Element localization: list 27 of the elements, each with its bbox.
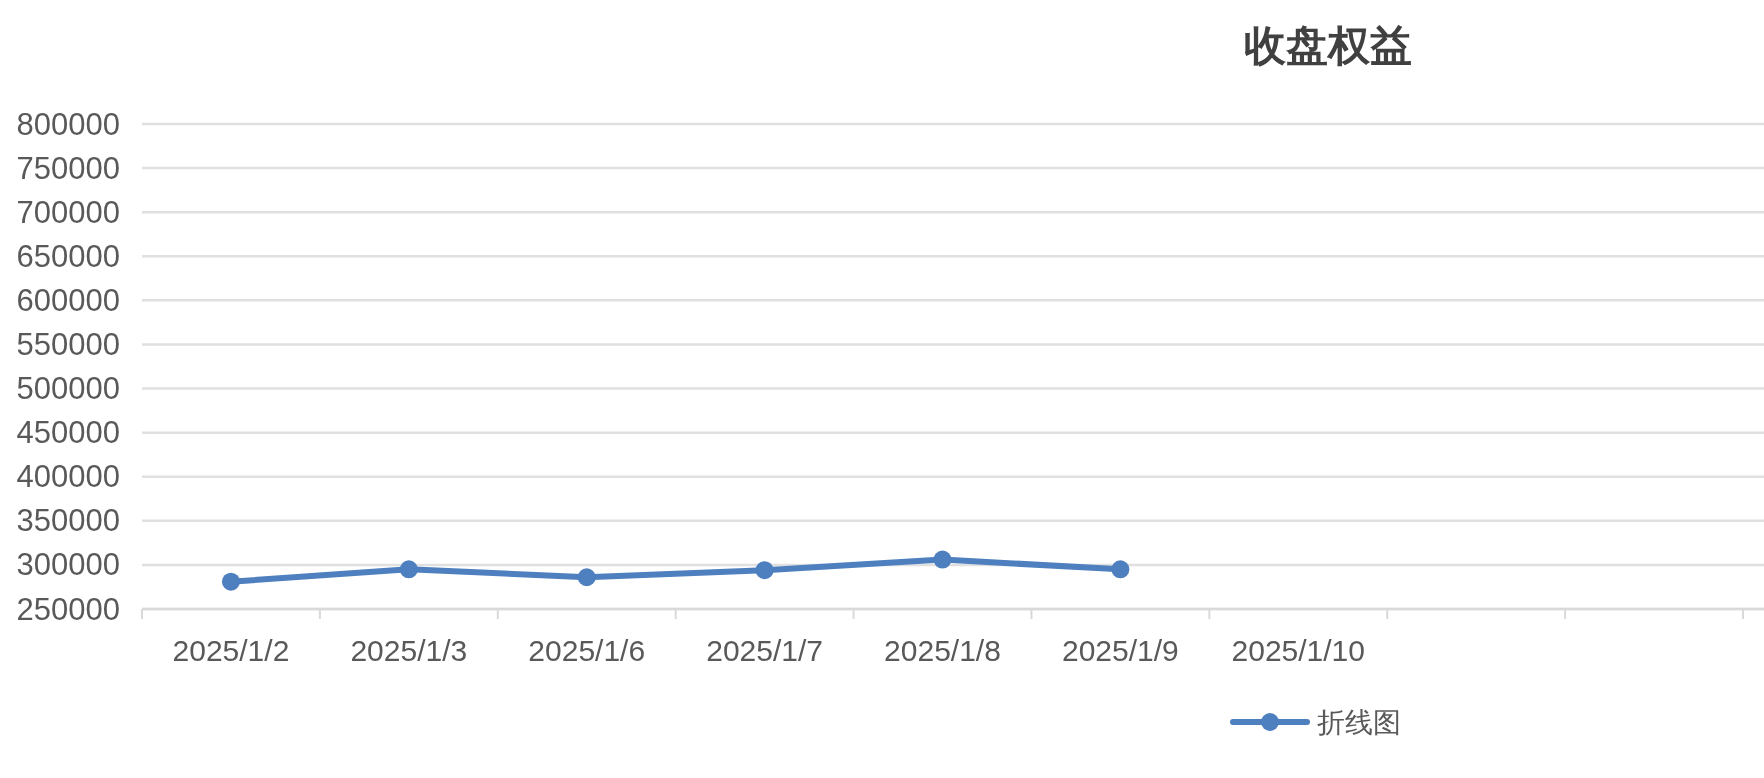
x-tick-label: 2025/1/2 xyxy=(172,633,290,667)
point xyxy=(221,572,240,591)
point xyxy=(399,560,418,579)
y-tick-label: 700000 xyxy=(16,194,120,230)
y-tick-label: 450000 xyxy=(16,415,120,451)
point xyxy=(1111,560,1130,579)
y-tick-label: 250000 xyxy=(16,591,120,627)
x-tick-label: 2025/1/6 xyxy=(528,633,646,667)
y-tick-label: 750000 xyxy=(16,150,120,186)
point xyxy=(755,561,774,580)
y-tick-label: 500000 xyxy=(16,371,120,407)
chart-title: 收盘权益 xyxy=(1244,20,1412,70)
point xyxy=(577,568,596,587)
y-tick-label: 600000 xyxy=(16,282,120,318)
legend-label: 折线图 xyxy=(1317,706,1401,738)
x-tick-label: 2025/1/10 xyxy=(1231,633,1366,667)
y-tick-label: 550000 xyxy=(16,326,120,362)
y-tick-label: 800000 xyxy=(16,106,120,142)
x-tick-label: 2025/1/7 xyxy=(706,633,823,667)
y-tick-label: 300000 xyxy=(16,547,120,583)
x-tick-label: 2025/1/3 xyxy=(350,633,468,667)
y-tick-label: 350000 xyxy=(16,503,120,539)
y-tick-label: 650000 xyxy=(16,238,120,274)
x-tick-label: 2025/1/8 xyxy=(884,633,1001,667)
y-tick-label: 400000 xyxy=(16,459,120,495)
x-tick-label: 2025/1/9 xyxy=(1062,633,1179,667)
point xyxy=(933,550,952,569)
